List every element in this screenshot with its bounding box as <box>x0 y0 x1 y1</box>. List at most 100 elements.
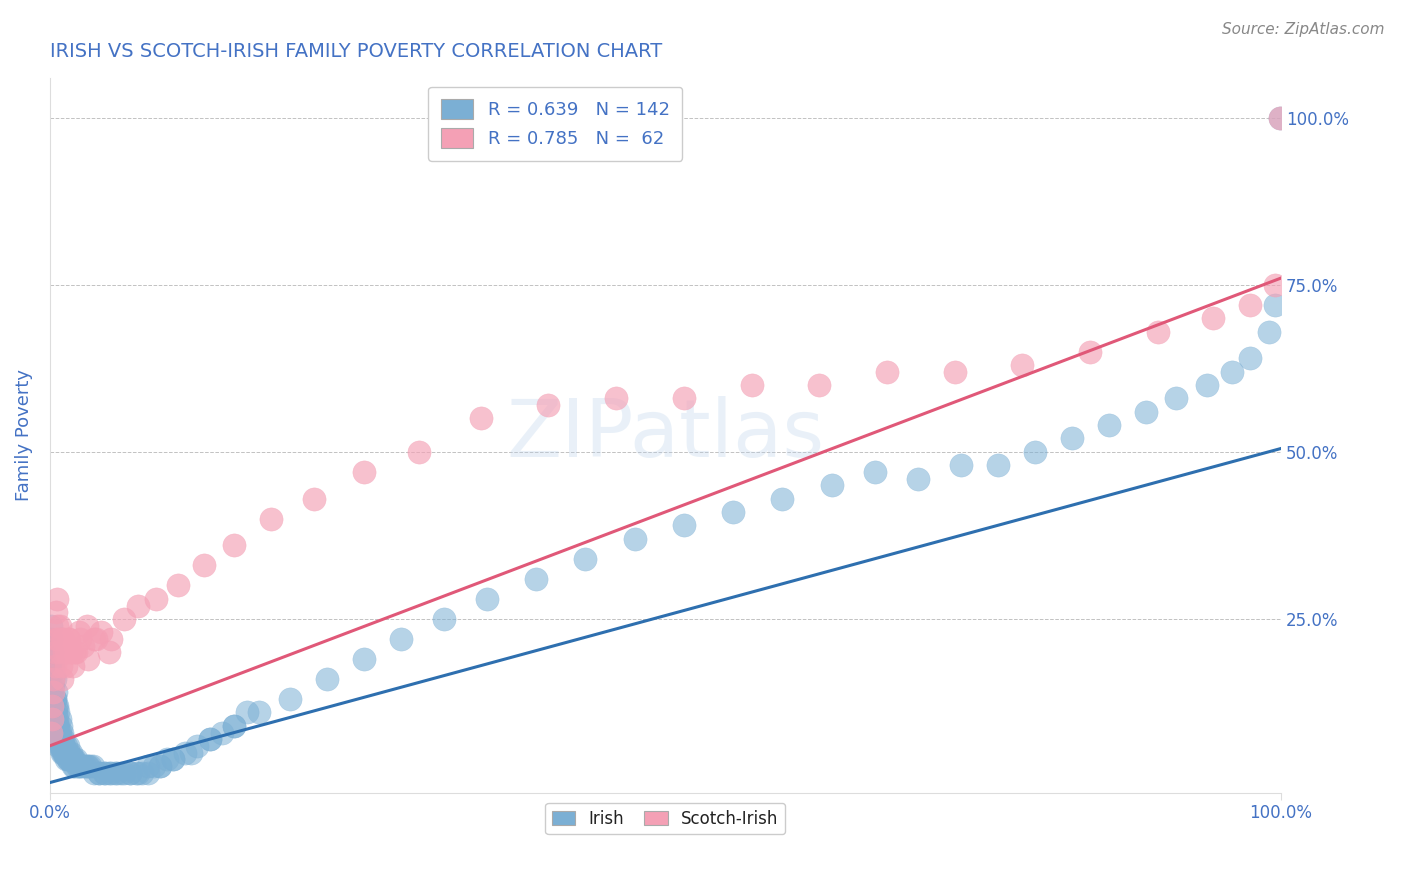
Point <box>118 765 141 780</box>
Point <box>53 739 76 753</box>
Point <box>44 692 66 706</box>
Point <box>46 739 69 753</box>
Point <box>46 591 69 606</box>
Point <box>48 732 70 747</box>
Point <box>51 632 73 646</box>
Point <box>83 632 105 646</box>
Point <box>72 759 94 773</box>
Point <box>224 719 246 733</box>
Point <box>41 685 63 699</box>
Point <box>44 725 66 739</box>
Point <box>127 765 149 780</box>
Point <box>39 618 62 632</box>
Point <box>93 765 115 780</box>
Point <box>1166 392 1188 406</box>
Point <box>1011 358 1033 372</box>
Point <box>39 679 62 693</box>
Point <box>66 759 89 773</box>
Point <box>110 765 132 780</box>
Point <box>186 739 208 753</box>
Point <box>55 645 77 659</box>
Legend: Irish, Scotch-Irish: Irish, Scotch-Irish <box>546 803 785 834</box>
Point <box>58 632 80 646</box>
Point <box>46 698 69 713</box>
Point <box>49 658 72 673</box>
Point <box>60 752 83 766</box>
Point <box>76 759 98 773</box>
Point <box>51 746 73 760</box>
Point <box>198 732 221 747</box>
Point <box>1024 445 1046 459</box>
Point <box>52 739 75 753</box>
Point <box>46 719 69 733</box>
Point <box>353 465 375 479</box>
Point <box>62 658 84 673</box>
Point <box>136 765 159 780</box>
Point <box>97 765 120 780</box>
Point <box>52 732 75 747</box>
Point <box>75 759 97 773</box>
Point <box>45 685 67 699</box>
Point <box>55 746 77 760</box>
Point <box>198 732 221 747</box>
Point <box>1146 325 1168 339</box>
Point <box>41 698 63 713</box>
Point <box>49 739 72 753</box>
Point <box>59 645 82 659</box>
Point <box>63 759 86 773</box>
Point <box>44 692 66 706</box>
Point <box>79 759 101 773</box>
Point <box>41 652 63 666</box>
Point <box>62 759 84 773</box>
Point <box>42 672 65 686</box>
Point <box>574 551 596 566</box>
Point <box>41 712 63 726</box>
Point <box>94 765 117 780</box>
Point <box>1264 277 1286 292</box>
Point <box>45 605 67 619</box>
Point <box>433 612 456 626</box>
Point <box>42 658 65 673</box>
Y-axis label: Family Poverty: Family Poverty <box>15 369 32 501</box>
Point <box>48 618 70 632</box>
Point <box>174 746 197 760</box>
Point <box>623 532 645 546</box>
Point <box>166 578 188 592</box>
Point <box>247 706 270 720</box>
Point <box>45 732 67 747</box>
Point <box>353 652 375 666</box>
Point <box>876 365 898 379</box>
Point <box>1220 365 1243 379</box>
Point <box>53 645 76 659</box>
Point <box>63 752 86 766</box>
Point <box>86 632 108 646</box>
Point <box>46 719 69 733</box>
Point <box>56 632 79 646</box>
Point <box>39 645 62 659</box>
Point <box>672 518 695 533</box>
Point <box>524 572 547 586</box>
Point <box>1097 418 1119 433</box>
Point <box>605 392 627 406</box>
Point <box>180 746 202 760</box>
Point <box>131 765 153 780</box>
Point <box>112 765 135 780</box>
Point <box>44 658 66 673</box>
Point <box>162 752 184 766</box>
Point <box>100 765 122 780</box>
Point <box>62 752 84 766</box>
Point <box>42 679 65 693</box>
Point <box>46 706 69 720</box>
Point <box>56 739 79 753</box>
Point <box>820 478 842 492</box>
Point <box>45 719 67 733</box>
Point <box>41 712 63 726</box>
Point <box>41 665 63 680</box>
Point <box>1202 311 1225 326</box>
Point <box>145 591 167 606</box>
Point <box>1135 405 1157 419</box>
Point <box>56 746 79 760</box>
Point <box>193 558 215 573</box>
Point <box>672 392 695 406</box>
Point <box>156 752 179 766</box>
